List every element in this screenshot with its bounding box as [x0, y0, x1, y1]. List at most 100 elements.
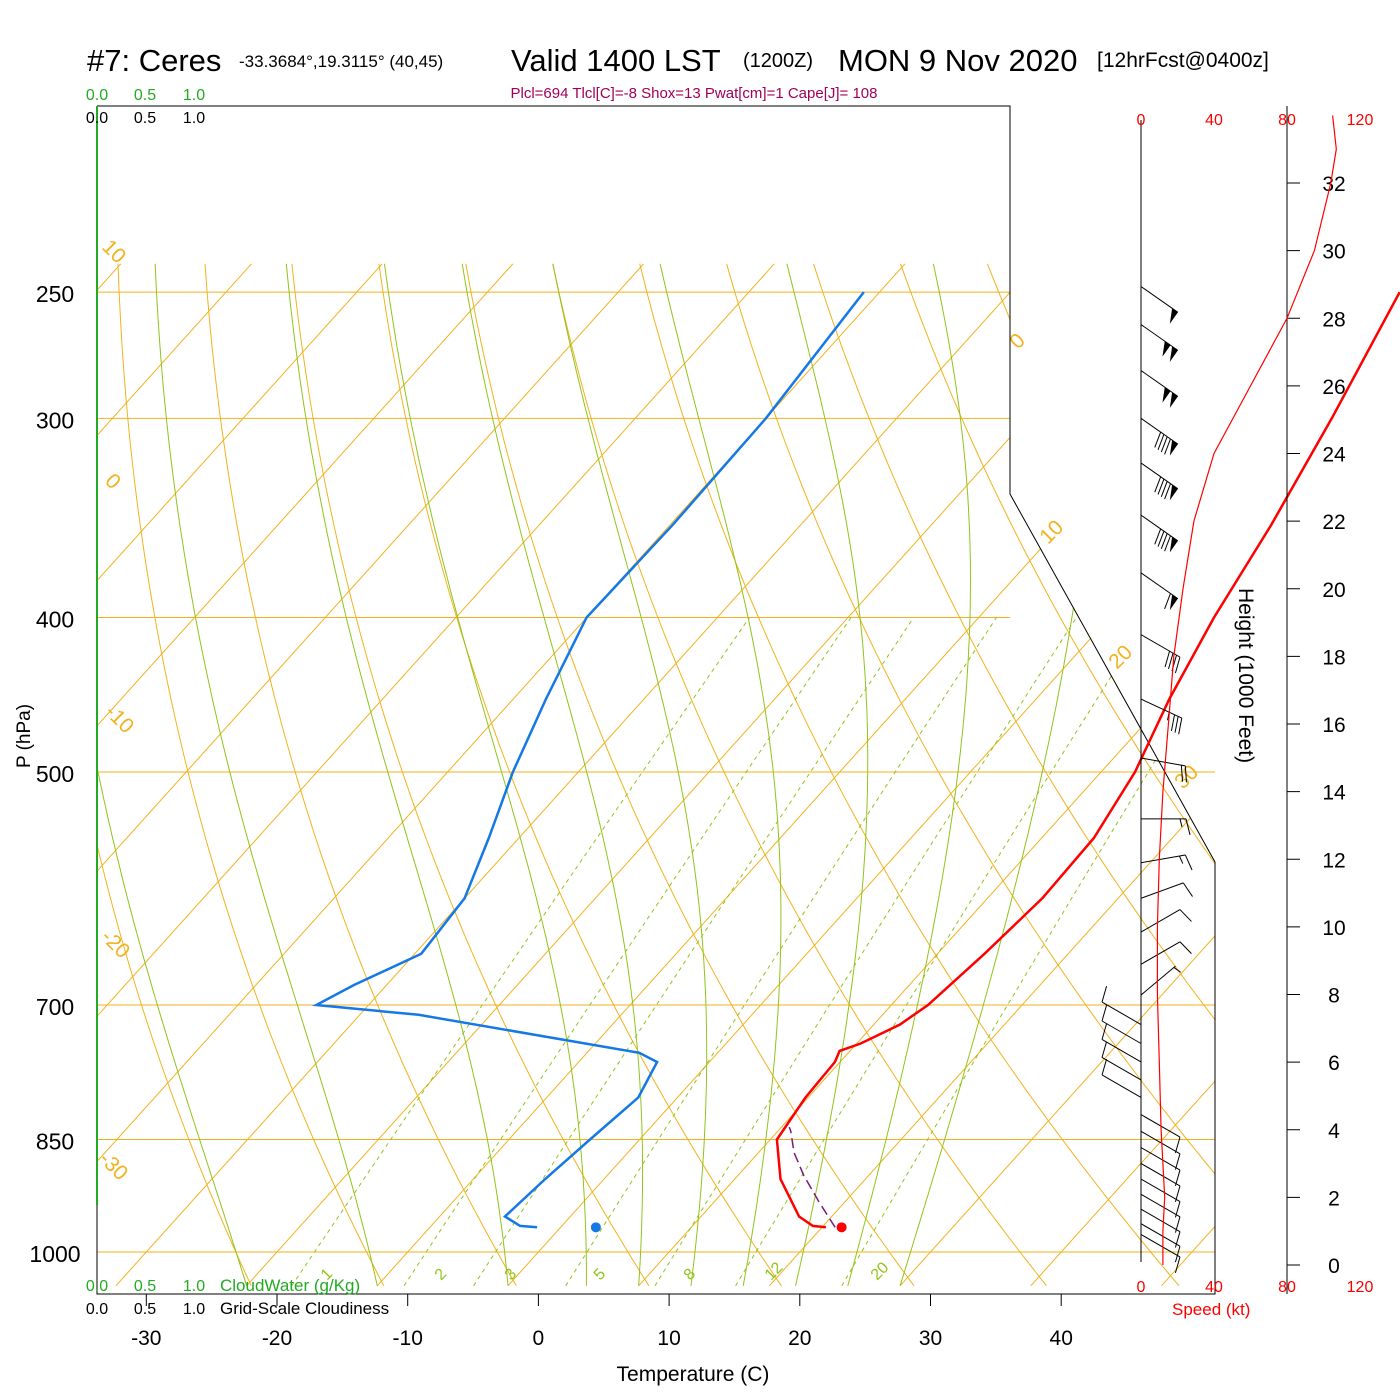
mixing-ratio-line — [403, 617, 852, 1287]
x-tick-label: 30 — [919, 1327, 942, 1350]
barb-staff — [1101, 1039, 1142, 1063]
height-tick-label: 4 — [1328, 1120, 1340, 1143]
mixing-ratio-labels: 1 2 3 5 8 12 20 — [318, 1259, 893, 1284]
dry-adiabat — [378, 263, 782, 1287]
dry-adiabat — [97, 263, 252, 1287]
barb-half — [1173, 967, 1181, 973]
speed-bottom-label: 120 — [1347, 1279, 1374, 1296]
moist-adiabat — [899, 263, 1094, 1286]
cloudiness-top-tick: 0.5 — [134, 110, 156, 127]
barb-full — [1182, 882, 1193, 897]
wind-barb — [1140, 417, 1179, 456]
cloudiness-top-tick: 0.0 — [86, 110, 108, 127]
wind-barb — [1140, 286, 1179, 324]
mixing-ratio-line — [473, 617, 915, 1287]
wind-barb — [1140, 757, 1187, 783]
isotherm — [97, 263, 383, 1287]
x-tick-label: 40 — [1050, 1327, 1073, 1350]
zulu-time: (1200Z) — [743, 50, 813, 72]
dewpoint-line — [312, 291, 865, 1229]
isotherm-label: -30 — [94, 1147, 132, 1185]
wind-barb — [1140, 698, 1183, 735]
wind-barb — [1140, 324, 1179, 362]
barb-full — [1157, 530, 1165, 547]
mixing-ratio-line — [841, 617, 1215, 1287]
mixing-ratio-line — [565, 617, 997, 1287]
isotherm — [769, 263, 1215, 1287]
isotherm-label: 30 — [1170, 761, 1203, 794]
barb-flag — [1162, 387, 1171, 403]
x-tick-label: 20 — [788, 1327, 811, 1350]
dry-adiabat — [639, 263, 1180, 1287]
barb-flag — [1169, 594, 1178, 611]
x-axis-label: Temperature (C) — [617, 1363, 770, 1386]
isotherm-label: 20 — [1104, 641, 1137, 674]
cloudwater-top-tick: 0.5 — [134, 87, 156, 104]
mixing-ratio-label: 5 — [591, 1265, 609, 1283]
dry-adiabat — [552, 263, 1047, 1287]
height-tick-label: 28 — [1322, 308, 1345, 331]
pressure-tick-label: 700 — [36, 994, 74, 1020]
cloudiness-bottom-tick: 0.5 — [134, 1301, 156, 1318]
valid-date: MON 9 Nov 2020 — [838, 43, 1078, 78]
pressure-tick-label: 300 — [36, 407, 74, 433]
barb-staff — [1140, 572, 1179, 600]
wind-barb — [1140, 370, 1179, 408]
moist-adiabat — [461, 263, 644, 1286]
height-tick-label: 22 — [1322, 511, 1345, 534]
barb-full — [1178, 718, 1183, 735]
wind-barb — [1140, 1223, 1181, 1263]
wind-barb — [1140, 965, 1181, 996]
barb-full — [1164, 483, 1171, 500]
x-tick-label: -20 — [262, 1327, 292, 1350]
barb-full — [1174, 716, 1179, 733]
pressure-tick-label: 1000 — [29, 1241, 80, 1267]
cloudiness-top-tick: 1.0 — [183, 110, 205, 127]
dry-adiabat — [813, 263, 1215, 1287]
cloudwater-bottom-tick: 1.0 — [183, 1278, 205, 1295]
moist-adiabat — [384, 263, 587, 1286]
barb-full — [1174, 1246, 1181, 1263]
pressure-tick-label: 250 — [36, 281, 74, 307]
barb-staff — [1140, 757, 1186, 767]
barb-staff — [1140, 965, 1176, 996]
height-tick-label: 18 — [1322, 646, 1345, 669]
valid-time: Valid 1400 LST — [511, 43, 721, 78]
wind-barb — [1140, 1147, 1181, 1187]
barb-flag — [1169, 536, 1178, 553]
cloudwater-top-tick: 0.0 — [86, 87, 108, 104]
isotherm — [115, 263, 1037, 1287]
dry-adiabat — [1335, 264, 1400, 1286]
isotherm — [376, 263, 1215, 1287]
barb-staff — [1140, 417, 1179, 445]
y-axis-label: P (hPa) — [14, 704, 35, 768]
height-tick-label: 24 — [1322, 444, 1346, 467]
dry-adiabat — [465, 263, 915, 1287]
barb-full — [1164, 650, 1171, 668]
dry-adiabat — [1073, 263, 1215, 1287]
mixing-ratio-line — [735, 617, 1149, 1287]
barb-full — [1101, 986, 1108, 1003]
wind-barb — [1140, 1193, 1181, 1233]
barb-full — [1185, 818, 1191, 836]
wind-barbs — [1101, 286, 1193, 1273]
barb-staff — [1101, 1057, 1142, 1081]
barb-half — [1179, 818, 1183, 828]
height-tick-label: 0 — [1328, 1255, 1340, 1278]
barb-staff — [1140, 1178, 1181, 1202]
wind-barb — [1140, 1178, 1181, 1218]
barb-staff — [1140, 909, 1181, 933]
height-axis-label: Height (1000 Feet) — [1234, 588, 1257, 763]
wind-barb — [1101, 1005, 1142, 1044]
barb-full — [1170, 714, 1176, 732]
speed-top-label: 40 — [1205, 112, 1223, 129]
barb-full — [1174, 656, 1181, 674]
barb-full — [1160, 436, 1168, 453]
dry-adiabat — [204, 263, 517, 1287]
height-tick-label: 12 — [1322, 849, 1345, 872]
barb-staff — [1140, 324, 1179, 351]
speed-top-label: 0 — [1137, 112, 1146, 129]
speed-bottom-label: 40 — [1205, 1279, 1223, 1296]
